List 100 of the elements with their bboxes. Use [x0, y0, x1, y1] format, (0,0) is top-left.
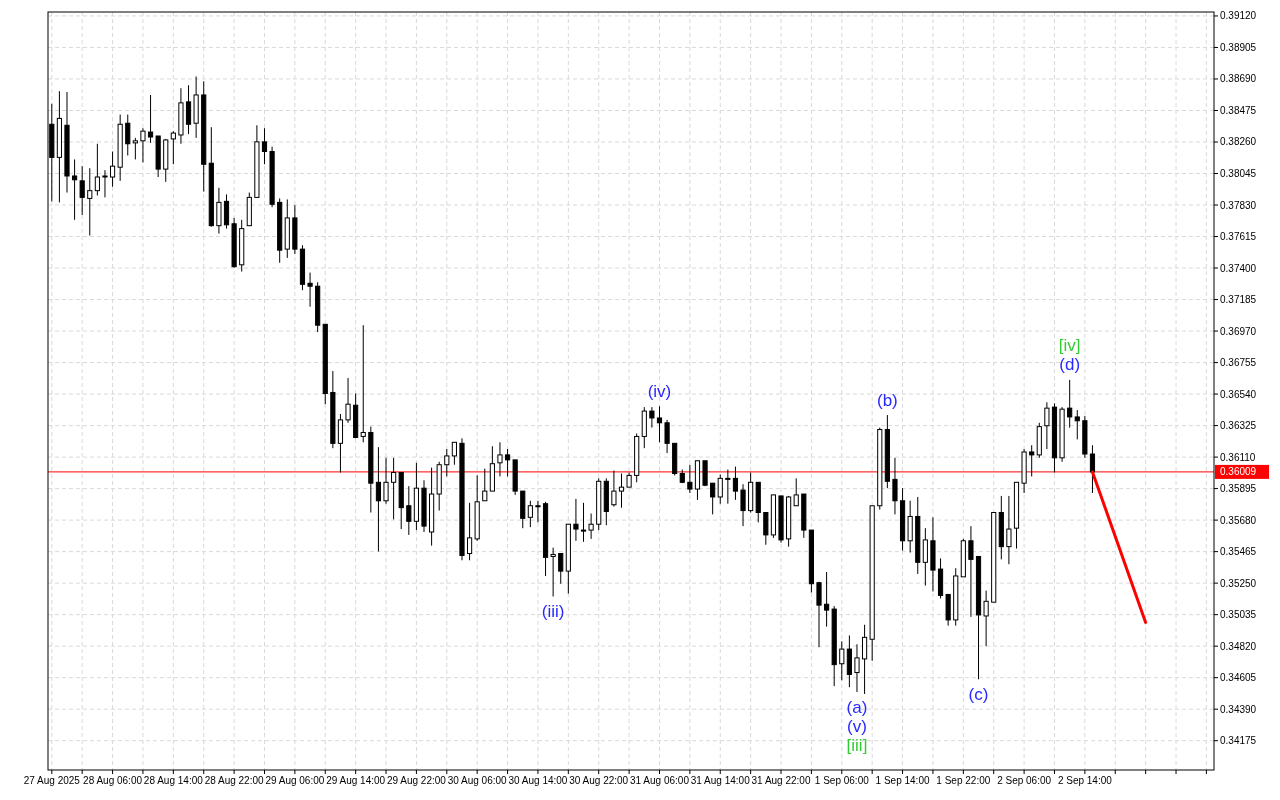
- candlestick: [125, 114, 131, 156]
- candlestick: [1029, 444, 1035, 477]
- candlestick: [170, 130, 176, 165]
- candlestick: [1006, 495, 1012, 565]
- y-tick-label: 0.35895: [1220, 483, 1257, 495]
- candlestick: [109, 151, 116, 188]
- candlestick: [550, 547, 556, 597]
- x-tick-label: 29 Aug 06:00: [265, 775, 325, 786]
- candlestick: [580, 502, 587, 543]
- y-tick-label: 0.38260: [1220, 136, 1257, 148]
- x-tick-label: 1 Sep 22:00: [936, 775, 991, 786]
- y-tick-label: 0.38690: [1220, 73, 1257, 85]
- x-tick-label: 31 Aug 22:00: [751, 775, 811, 786]
- candlestick: [307, 272, 313, 308]
- y-tick-label: 0.37830: [1220, 199, 1257, 211]
- candlestick: [861, 624, 868, 695]
- y-tick-label: 0.36540: [1220, 388, 1257, 400]
- y-tick-label: 0.36110: [1220, 451, 1256, 463]
- candlestick: [1074, 409, 1080, 440]
- x-tick-label: 2 Sep 14:00: [1057, 775, 1113, 786]
- candlestick: [406, 485, 412, 536]
- candlestick: [102, 169, 108, 198]
- annotation: (b): [876, 390, 898, 410]
- y-tick-label: 0.34605: [1220, 672, 1257, 684]
- candlestick: [216, 187, 222, 235]
- candlestick: [87, 167, 93, 236]
- x-tick-label: 30 Aug 14:00: [508, 775, 568, 786]
- candlestick: [527, 500, 533, 528]
- annotation: (iii): [541, 601, 565, 621]
- y-tick-label: 0.34820: [1220, 640, 1257, 652]
- candlestick: [391, 457, 397, 520]
- x-tick-label: 28 Aug 14:00: [143, 775, 204, 786]
- candlestick: [261, 127, 268, 165]
- y-tick-label: 0.35035: [1220, 609, 1257, 621]
- candlestick: [345, 377, 351, 424]
- candlestick: [854, 643, 860, 693]
- annotation: [iii]: [846, 735, 868, 755]
- annotation: (a): [846, 697, 868, 717]
- candlestick: [504, 448, 511, 477]
- candlestick: [732, 466, 739, 501]
- candlestick: [482, 468, 488, 502]
- candlestick: [687, 464, 693, 494]
- candlestick: [535, 500, 541, 523]
- candlestick: [968, 525, 974, 618]
- y-tick-label: 0.38905: [1220, 41, 1257, 53]
- x-tick-label: 29 Aug 14:00: [326, 775, 386, 786]
- candlestick: [1089, 444, 1096, 494]
- candlestick: [451, 441, 457, 466]
- x-tick-label: 1 Sep 06:00: [814, 775, 870, 786]
- candlestick: [922, 527, 928, 587]
- candlestick: [824, 571, 830, 628]
- candlestick: [725, 469, 731, 505]
- candlestick: [892, 457, 898, 515]
- y-tick-label: 0.39120: [1220, 10, 1257, 22]
- y-tick-label: 0.35680: [1220, 514, 1257, 526]
- candlestick: [763, 512, 769, 546]
- y-tick-label: 0.35465: [1220, 546, 1257, 558]
- x-tick-label: 27 Aug 2025: [23, 775, 81, 786]
- candlestick: [466, 502, 473, 561]
- annotation: (iv): [647, 381, 672, 401]
- candlestick: [147, 94, 154, 144]
- candlestick: [383, 457, 389, 505]
- y-tick-label: 0.38045: [1220, 168, 1257, 180]
- candlestick: [1044, 401, 1050, 450]
- x-tick-label: 29 Aug 22:00: [386, 775, 447, 786]
- candlestick: [140, 127, 146, 163]
- annotation: [iv]: [1058, 336, 1081, 356]
- y-tick-label: 0.36970: [1220, 325, 1257, 337]
- x-tick-label: 30 Aug 06:00: [447, 775, 508, 786]
- y-tick-label: 0.37185: [1220, 294, 1257, 306]
- candlestick: [223, 193, 230, 230]
- y-tick-label: 0.36325: [1220, 420, 1257, 432]
- x-tick-label: 28 Aug 06:00: [83, 775, 143, 786]
- candlestick: [816, 581, 822, 648]
- annotation: (c): [968, 684, 989, 704]
- candlestick: [558, 553, 564, 585]
- candlestick: [497, 441, 503, 477]
- candlestick: [444, 448, 450, 477]
- candlestick: [740, 483, 746, 527]
- candlestick: [793, 477, 799, 507]
- candlestick: [1067, 379, 1073, 429]
- candlestick: [573, 498, 579, 542]
- candlestick: [132, 137, 138, 160]
- candlestick: [710, 482, 716, 515]
- ref-line-label: 0.36009: [1220, 466, 1257, 478]
- y-tick-label: 0.37400: [1220, 262, 1257, 274]
- x-tick-label: 1 Sep 14:00: [875, 775, 930, 786]
- y-tick-label: 0.37615: [1220, 231, 1257, 243]
- candlestick: [656, 405, 663, 443]
- candlestick: [337, 413, 344, 473]
- x-tick-label: 30 Aug 22:00: [569, 775, 629, 786]
- candlestick: [79, 165, 85, 216]
- y-tick-label: 0.34390: [1220, 703, 1257, 715]
- candlestick: [717, 474, 723, 505]
- annotation: (d): [1059, 355, 1081, 375]
- candlestick: [72, 158, 78, 221]
- candlestick: [839, 640, 845, 681]
- candlestick: [375, 446, 382, 552]
- candlestick: [185, 84, 192, 135]
- candlestick: [618, 473, 625, 509]
